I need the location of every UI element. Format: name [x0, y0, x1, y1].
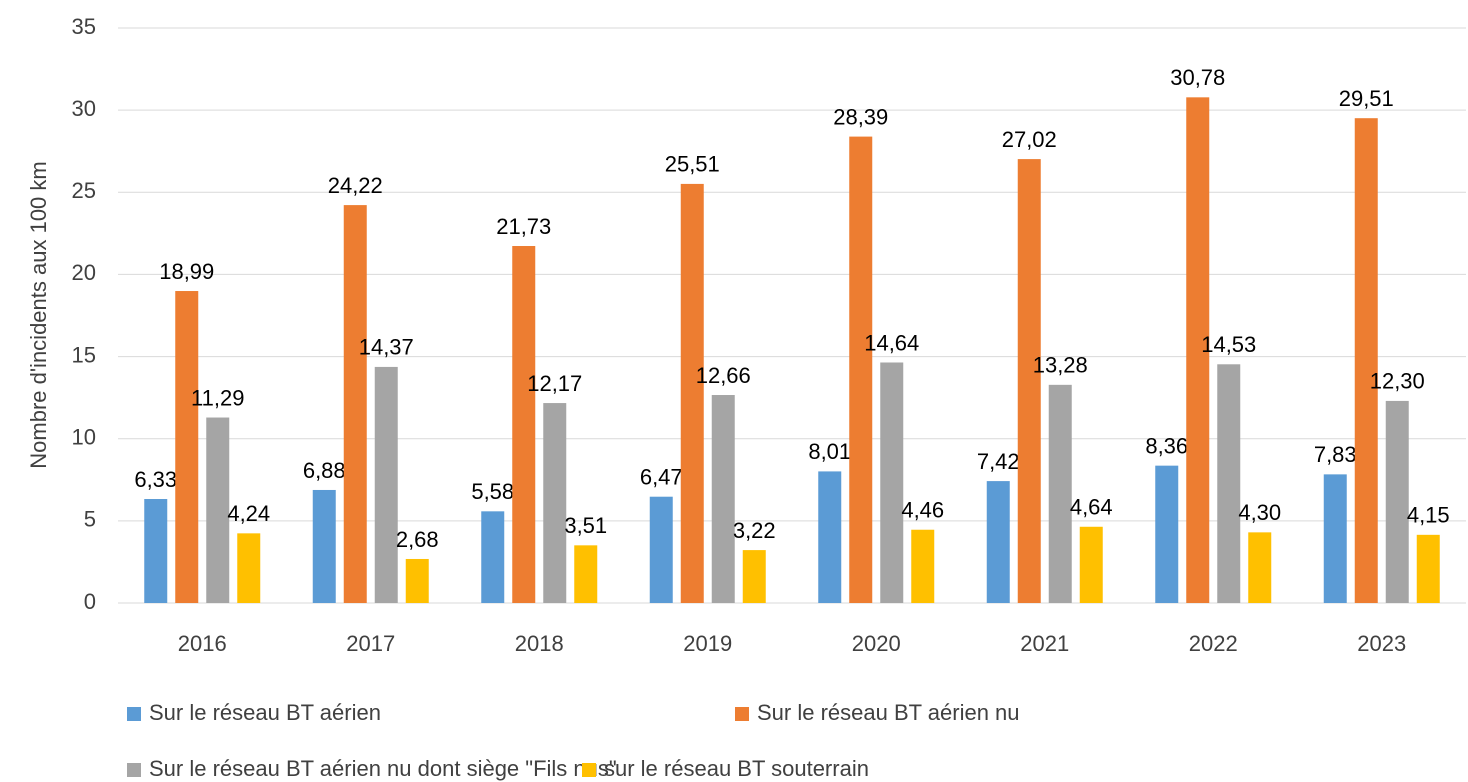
data-label: 3,22 [733, 518, 776, 543]
bar [849, 136, 873, 604]
data-label: 24,22 [328, 173, 383, 198]
y-tick-label: 20 [72, 260, 96, 285]
bar [374, 366, 398, 603]
data-label: 8,01 [808, 439, 851, 464]
y-tick-label: 25 [72, 178, 96, 203]
bar [649, 496, 673, 603]
data-label: 6,88 [303, 458, 346, 483]
data-label: 25,51 [665, 152, 720, 177]
data-label: 14,37 [359, 335, 414, 360]
data-label: 6,33 [134, 467, 177, 492]
bar [1217, 364, 1241, 603]
bar [481, 511, 505, 603]
data-label: 11,29 [191, 385, 244, 410]
bar [1385, 400, 1409, 603]
bar [986, 481, 1010, 603]
data-label: 14,53 [1201, 332, 1256, 357]
bar [405, 558, 429, 603]
bar [1416, 534, 1440, 603]
bar [1323, 474, 1347, 603]
legend-swatch [735, 707, 749, 721]
data-label: 14,64 [864, 330, 919, 355]
data-label: 27,02 [1002, 127, 1057, 152]
bar [206, 417, 230, 603]
legend-label: Sur le réseau BT aérien nu [757, 700, 1020, 725]
data-label: 5,58 [471, 479, 514, 504]
bar [144, 499, 168, 603]
y-tick-label: 15 [72, 342, 96, 367]
data-label: 7,83 [1314, 442, 1357, 467]
bar [742, 550, 766, 603]
bar [574, 545, 598, 603]
legend-swatch [127, 707, 141, 721]
data-label: 29,51 [1339, 86, 1394, 111]
data-label: 21,73 [496, 214, 551, 239]
x-tick-label: 2023 [1357, 631, 1406, 656]
data-label: 4,30 [1238, 500, 1281, 525]
bar [343, 205, 367, 603]
data-label: 8,36 [1145, 433, 1188, 458]
data-label: 4,46 [901, 498, 944, 523]
data-label: 12,30 [1370, 369, 1425, 394]
x-tick-label: 2016 [178, 631, 227, 656]
x-tick-label: 2019 [683, 631, 732, 656]
data-label: 4,15 [1407, 503, 1450, 528]
data-label: 12,66 [696, 363, 751, 388]
legend-label: sur le réseau BT souterrain [604, 756, 869, 781]
bar [1248, 532, 1272, 603]
bar [1354, 118, 1378, 603]
bar [1155, 465, 1179, 603]
bar [1186, 97, 1210, 603]
bar [543, 403, 567, 603]
bar [911, 529, 935, 603]
legend-label: Sur le réseau BT aérien nu dont siège "F… [149, 756, 617, 781]
data-label: 4,64 [1070, 495, 1113, 520]
bar [1079, 526, 1103, 603]
y-tick-label: 30 [72, 96, 96, 121]
bar [711, 395, 735, 603]
legend-swatch [582, 763, 596, 777]
bar [818, 471, 842, 603]
x-tick-label: 2022 [1189, 631, 1238, 656]
bar [175, 291, 199, 603]
bar [512, 246, 536, 603]
bar [312, 489, 336, 603]
x-tick-label: 2021 [1020, 631, 1069, 656]
x-tick-label: 2017 [346, 631, 395, 656]
y-tick-label: 5 [84, 507, 96, 532]
bar [880, 362, 904, 603]
x-tick-label: 2018 [515, 631, 564, 656]
data-label: 13,28 [1033, 353, 1088, 378]
data-label: 18,99 [159, 259, 214, 284]
bar [680, 183, 704, 603]
x-tick-label: 2020 [852, 631, 901, 656]
y-tick-label: 10 [72, 425, 96, 450]
bar [1048, 384, 1072, 603]
y-tick-label: 0 [84, 589, 96, 614]
data-label: 2,68 [396, 527, 439, 552]
y-axis-label: Nombre d'incidents aux 100 km [26, 161, 51, 468]
y-tick-label: 35 [72, 14, 96, 39]
data-label: 4,24 [227, 501, 270, 526]
bar [1017, 159, 1041, 603]
data-label: 12,17 [527, 371, 582, 396]
legend-swatch [127, 763, 141, 777]
data-label: 28,39 [833, 104, 888, 129]
data-label: 7,42 [977, 449, 1020, 474]
legend-label: Sur le réseau BT aérien [149, 700, 381, 725]
data-label: 30,78 [1170, 65, 1225, 90]
bar [237, 533, 261, 603]
data-label: 3,51 [564, 513, 607, 538]
data-label: 6,47 [640, 465, 683, 490]
